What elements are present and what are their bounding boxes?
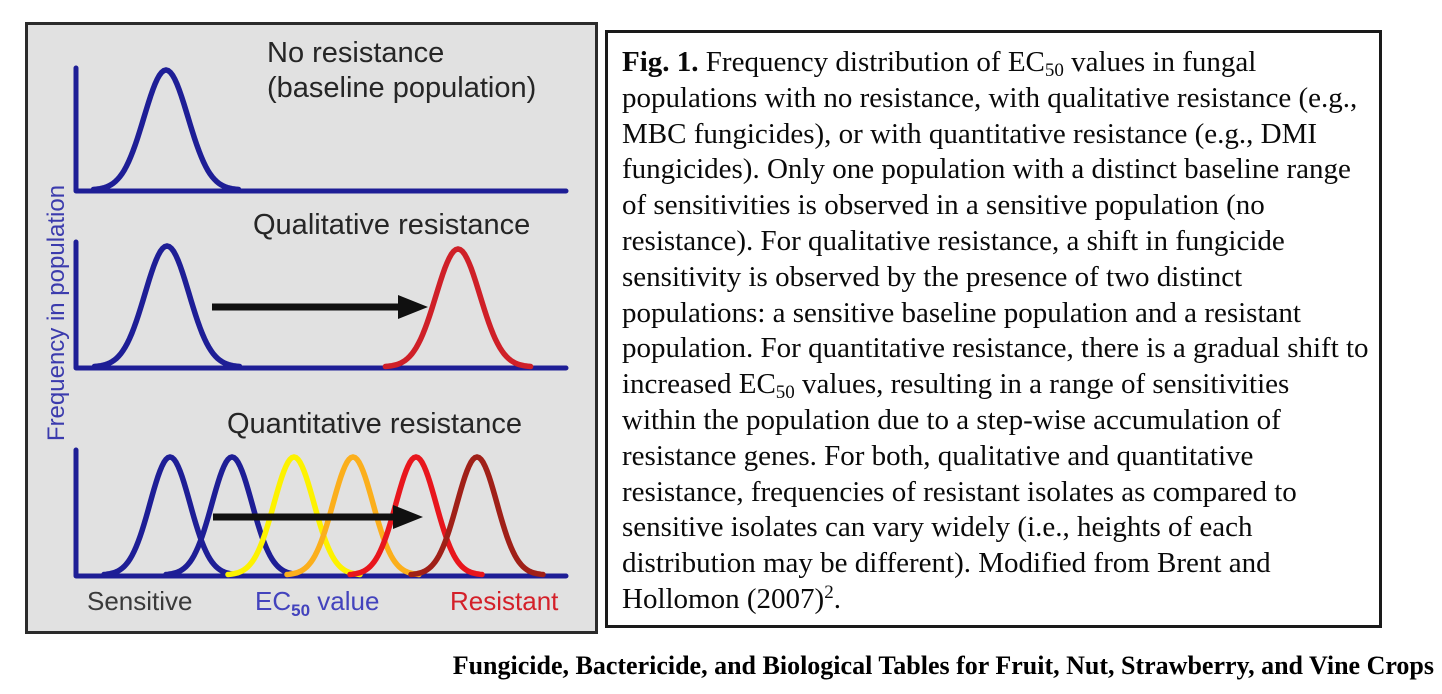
caption-token: 2: [824, 581, 834, 603]
panel-title-qualitative: Qualitative resistance: [253, 209, 531, 241]
panel-title-line: (baseline population): [267, 72, 537, 104]
caption-token: values in fungal populations with no res…: [622, 46, 1369, 401]
distribution-curve: [163, 454, 301, 578]
shift-arrow-head: [398, 295, 428, 319]
distribution-curve: [90, 67, 242, 193]
distribution-curve: [408, 454, 546, 578]
axis-line: [73, 447, 569, 579]
caption-token: values, resulting in a range of sensitiv…: [622, 368, 1297, 615]
axis-line: [73, 239, 569, 371]
caption-token: Fig. 1.: [622, 46, 699, 78]
y-axis-label: Frequency in population: [43, 184, 70, 442]
ec50-prefix: EC: [255, 586, 292, 616]
panel-title-quantitative: Quantitative resistance: [227, 408, 522, 440]
distribution-curve: [101, 454, 239, 578]
ec50-suffix: value: [310, 586, 380, 616]
distribution-plots-svg: [73, 65, 569, 579]
figure-caption-box: Fig. 1. Frequency distribution of EC50 v…: [605, 30, 1382, 628]
x-axis-label-sensitive: Sensitive: [87, 586, 193, 616]
panel-qualitative-resistance: [73, 239, 569, 371]
document-title: Fungicide, Bactericide, and Biological T…: [452, 651, 1434, 680]
x-axis-label-resistant: Resistant: [450, 586, 559, 616]
panel-title-no-resistance: No resistance (baseline population): [267, 36, 536, 106]
caption-token: Frequency distribution of EC: [698, 46, 1045, 78]
panel-quantitative-resistance: [73, 447, 569, 579]
distribution-curve: [284, 454, 422, 578]
panel-title-line: No resistance: [267, 37, 445, 69]
ec50-subscript: 50: [291, 601, 311, 620]
distribution-curve: [347, 454, 485, 578]
distribution-curve: [225, 454, 363, 578]
axis-line: [73, 65, 569, 194]
figure-diagram: Frequency in population No resistance (b…: [25, 22, 598, 634]
panel-no-resistance: [73, 65, 569, 194]
figure-caption-text: Fig. 1. Frequency distribution of EC50 v…: [622, 45, 1369, 618]
shift-arrow-head: [393, 505, 423, 529]
distribution-curve: [91, 243, 243, 370]
caption-token: 50: [1044, 60, 1064, 81]
distribution-curve: [382, 246, 534, 370]
caption-token: .: [833, 582, 841, 615]
x-axis-label-ec50: EC50 value: [255, 586, 379, 621]
caption-token: 50: [775, 382, 795, 404]
